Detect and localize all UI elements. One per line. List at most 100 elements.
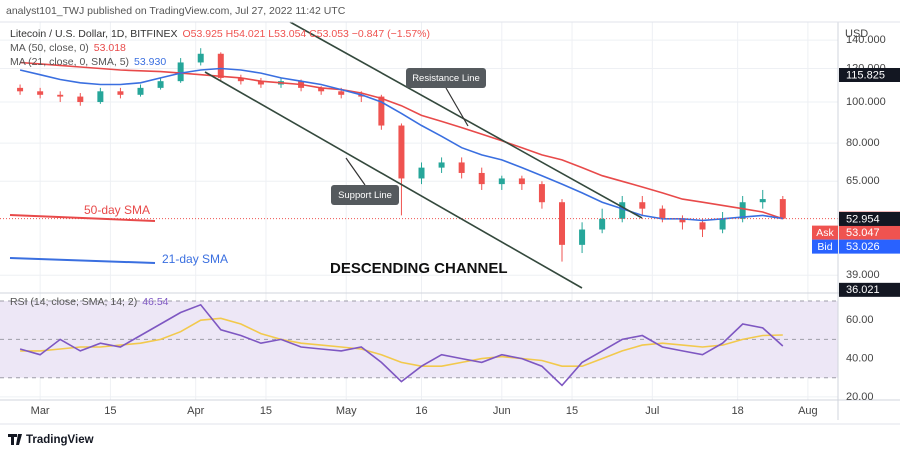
ma21-value: 53.930 — [134, 56, 166, 68]
ma21-name: MA (21, close, 0, SMA, 5) — [10, 56, 129, 68]
candle-body — [117, 91, 124, 95]
price-label-box — [839, 282, 900, 297]
sma50-callout-line — [9, 214, 156, 222]
candle-body — [659, 208, 666, 219]
candle-body — [398, 125, 405, 179]
x-tick-label: Jul — [645, 405, 659, 417]
x-tick-label: Apr — [187, 405, 204, 417]
support-label: Support Line — [338, 190, 392, 201]
candle-body — [438, 162, 445, 168]
y-tick-label: 39.000 — [846, 269, 880, 281]
resistance-pointer — [445, 87, 469, 127]
candle-body — [157, 81, 164, 88]
price-label: 52.954 — [846, 213, 880, 225]
x-tick-label: Mar — [31, 405, 50, 417]
candle-body — [679, 218, 686, 223]
x-tick-label: 16 — [415, 405, 427, 417]
x-tick-label: Jun — [493, 405, 511, 417]
candle-body — [57, 94, 64, 97]
x-tick-label: 15 — [104, 405, 116, 417]
x-tick-label: May — [336, 405, 357, 417]
indicator-line — [19, 303, 784, 387]
candle-body — [37, 91, 44, 95]
price-label: 36.021 — [846, 284, 880, 296]
brand-logo — [8, 434, 22, 445]
price-label-box — [839, 239, 900, 254]
resistance-trendline — [289, 21, 643, 219]
y-tick-label: 60.00 — [846, 314, 874, 326]
x-tick-label: 15 — [260, 405, 272, 417]
axis-unit: USD — [845, 28, 868, 40]
candle-body — [257, 81, 264, 85]
x-tick-label: 18 — [732, 405, 744, 417]
candle-body — [318, 87, 325, 92]
rsi-name: RSI (14; close; SMA; 14; 2) — [10, 296, 137, 308]
x-tick-label: Aug — [798, 405, 818, 417]
ma50-name: MA (50, close, 0) — [10, 42, 89, 54]
price-label-box — [839, 67, 900, 82]
candle-body — [177, 62, 184, 82]
candle-body — [559, 202, 566, 245]
channel-label: DESCENDING CHANNEL — [330, 260, 508, 277]
price-label-name-box — [812, 225, 838, 240]
y-tick-label: 40.00 — [846, 352, 874, 364]
y-tick-label: 100.000 — [846, 96, 886, 108]
indicator-line — [19, 67, 783, 222]
y-tick-label: 20.00 — [846, 391, 874, 403]
rsi-legend: RSI (14; close; SMA; 14; 2) 46.54 — [10, 296, 169, 308]
candle-body — [458, 162, 465, 173]
candle-body — [739, 202, 746, 219]
candle-body — [338, 91, 345, 95]
candle-body — [418, 167, 425, 179]
sma50-callout: 50-day SMA — [84, 203, 150, 217]
sma21-callout-line — [9, 257, 156, 264]
price-label: 115.825 — [846, 69, 885, 81]
marks-layer — [0, 48, 838, 387]
support-label-box — [331, 185, 399, 205]
candle-body — [759, 199, 766, 203]
price-label-box — [839, 225, 900, 240]
candle-body — [498, 178, 505, 185]
candle-body — [599, 218, 606, 230]
price-label: 53.026 — [846, 241, 880, 253]
candle-body — [619, 202, 626, 219]
price-label-box — [839, 211, 900, 226]
ohlc: O53.925 H54.021 L53.054 C53.053 −0.847 (… — [182, 28, 430, 40]
price-label-name-box — [812, 239, 838, 254]
resistance-label-box — [406, 68, 486, 88]
price-label-name: Bid — [817, 241, 832, 253]
y-tick-label: 65.000 — [846, 175, 880, 187]
resistance-label: Resistance Line — [412, 73, 480, 84]
y-tick-label: 80.000 — [846, 137, 880, 149]
support-trendline — [204, 71, 583, 289]
candle-body — [538, 184, 545, 203]
candle-body — [478, 172, 485, 185]
candle-body — [579, 229, 586, 245]
rsi-value: 46.54 — [142, 296, 168, 308]
candle-body — [358, 94, 365, 97]
candle-body — [518, 178, 525, 185]
candle-body — [719, 218, 726, 230]
candle-body — [17, 87, 24, 92]
candle-body — [378, 96, 385, 126]
author-line: analyst101_TWJ published on TradingView.… — [6, 5, 346, 17]
candle-body — [237, 77, 244, 82]
symbol: Litecoin / U.S. Dollar, 1D, BITFINEX — [10, 28, 177, 40]
candle-body — [699, 222, 706, 230]
axis-layer: 140.000120.000100.00080.00065.00039.0001… — [31, 34, 900, 417]
price-label: 53.047 — [846, 227, 880, 239]
candle-body — [97, 91, 104, 103]
indicator-line — [20, 61, 784, 220]
brand: TradingView — [26, 434, 94, 446]
price-label-name: Ask — [816, 227, 834, 239]
candle-body — [77, 96, 84, 103]
candle-body — [217, 53, 224, 78]
ma50-legend: MA (50, close, 0) 53.018 — [10, 42, 126, 54]
symbol-legend: Litecoin / U.S. Dollar, 1D, BITFINEX O53.… — [10, 28, 430, 40]
ma50-value: 53.018 — [94, 42, 126, 54]
sma21-callout: 21-day SMA — [162, 252, 228, 266]
candle-body — [779, 199, 786, 219]
support-pointer — [345, 157, 366, 186]
candle-body — [197, 53, 204, 63]
